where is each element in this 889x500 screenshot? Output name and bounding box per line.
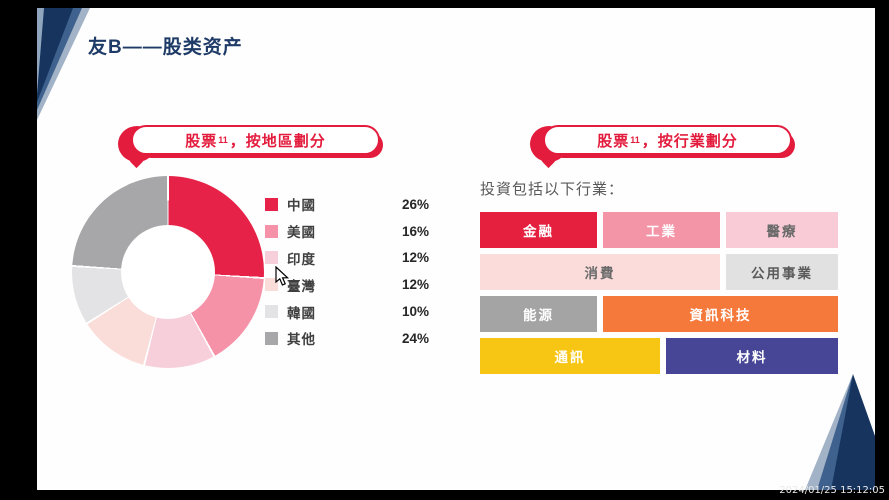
legend-label: 印度 bbox=[287, 251, 316, 267]
legend-value: 12% bbox=[401, 250, 429, 266]
legend-swatch bbox=[265, 278, 278, 292]
legend-row: 其他 24% bbox=[265, 325, 429, 352]
chart-legend: 中國 26% 美國 16% 印度 12% 臺灣 12% 韓國 10% 其他 24… bbox=[265, 191, 429, 352]
industry-row: 金融 工業 醫療 bbox=[480, 212, 838, 248]
donut-hole bbox=[121, 225, 215, 319]
industries-intro: 投資包括以下行業： bbox=[480, 181, 625, 198]
industry-block-consumer: 消費 bbox=[480, 254, 720, 290]
mouse-cursor-icon bbox=[275, 266, 290, 286]
footnote-superscript: 11 bbox=[630, 135, 640, 145]
legend-label: 中國 bbox=[287, 198, 316, 214]
legend-label: 臺灣 bbox=[287, 278, 316, 294]
legend-swatch bbox=[265, 331, 278, 345]
industry-block-industrial: 工業 bbox=[603, 212, 720, 248]
region-pill-label: 股票 11 ，按地區劃分 bbox=[131, 125, 380, 155]
legend-swatch bbox=[265, 224, 278, 238]
donut-chart bbox=[72, 176, 264, 368]
footnote-superscript: 11 bbox=[218, 135, 228, 145]
corner-decoration-bottom-right bbox=[805, 374, 875, 490]
industry-block-healthcare: 醫療 bbox=[726, 212, 838, 248]
industry-row: 消費 公用事業 bbox=[480, 254, 838, 290]
legend-swatch bbox=[265, 305, 278, 319]
legend-swatch bbox=[265, 197, 278, 211]
page-title: 友B——股类资产 bbox=[88, 37, 243, 58]
industry-block-finance: 金融 bbox=[480, 212, 597, 248]
legend-row: 美國 16% bbox=[265, 218, 429, 245]
legend-label: 韓國 bbox=[287, 305, 316, 321]
industry-block-infotech: 資訊科技 bbox=[603, 296, 838, 332]
industry-row: 通訊 材料 bbox=[480, 338, 838, 374]
industry-pill-text: 股票 bbox=[597, 132, 630, 150]
legend-row: 中國 26% bbox=[265, 191, 429, 218]
legend-value: 12% bbox=[401, 277, 429, 293]
region-pill-text-rest: ，按地區劃分 bbox=[229, 132, 326, 150]
legend-label: 其他 bbox=[287, 332, 316, 348]
legend-value: 10% bbox=[401, 304, 429, 320]
industry-pill-label: 股票 11 ，按行業劃分 bbox=[543, 125, 792, 155]
legend-swatch bbox=[265, 251, 278, 265]
legend-label: 美國 bbox=[287, 225, 316, 241]
industry-block-telecom: 通訊 bbox=[480, 338, 660, 374]
region-pill-header: 股票 11 ，按地區劃分 bbox=[118, 125, 383, 171]
legend-row: 印度 12% bbox=[265, 245, 429, 272]
industry-block-energy: 能源 bbox=[480, 296, 597, 332]
legend-value: 16% bbox=[401, 223, 429, 239]
legend-value: 26% bbox=[401, 196, 429, 212]
industry-block-utilities: 公用事業 bbox=[726, 254, 838, 290]
region-pill-text: 股票 bbox=[185, 132, 218, 150]
industry-pill-header: 股票 11 ，按行業劃分 bbox=[530, 125, 795, 171]
industry-block-materials: 材料 bbox=[666, 338, 838, 374]
industry-grid: 金融 工業 醫療 消費 公用事業 能源 資訊科技 通訊 材料 bbox=[480, 212, 838, 374]
video-timestamp: 2024/01/25 15:12:05 bbox=[779, 485, 885, 496]
industry-row: 能源 資訊科技 bbox=[480, 296, 838, 332]
legend-row: 臺灣 12% bbox=[265, 271, 429, 298]
slide: 友B——股类资产 股票 11 ，按地區劃分 股票 11 ，按行業劃分 中國 26% 美國… bbox=[37, 8, 875, 490]
legend-row: 韓國 10% bbox=[265, 298, 429, 325]
industry-pill-text-rest: ，按行業劃分 bbox=[641, 132, 738, 150]
corner-decoration-top-left bbox=[37, 8, 90, 120]
legend-value: 24% bbox=[401, 330, 429, 346]
